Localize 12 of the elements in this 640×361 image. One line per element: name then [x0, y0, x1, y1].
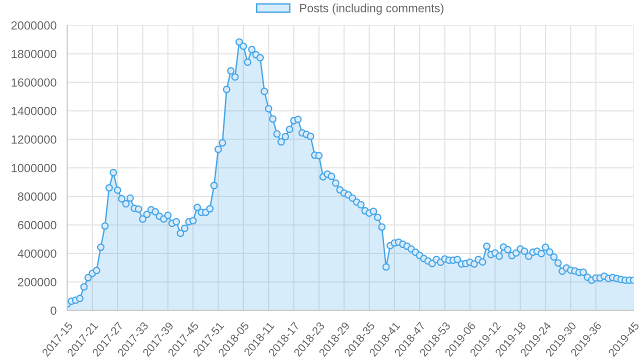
- y-tick-label: 1600000: [12, 78, 56, 87]
- y-tick-label: 1200000: [12, 135, 56, 144]
- y-tick-label: 1000000: [12, 164, 56, 172]
- y-tick-label: 800000: [18, 192, 56, 201]
- y-tick-label: 600000: [18, 220, 56, 230]
- y-tick-label: 2000000: [11, 21, 56, 30]
- legend-label: Posts (including comments): [300, 4, 444, 15]
- y-tick-label: 400000: [18, 249, 56, 258]
- y-tick-label: 0: [50, 306, 56, 315]
- y-tick-label: 1800000: [12, 50, 56, 58]
- y-tick-label: 1400000: [12, 106, 56, 116]
- y-tick-label: 200000: [18, 278, 56, 286]
